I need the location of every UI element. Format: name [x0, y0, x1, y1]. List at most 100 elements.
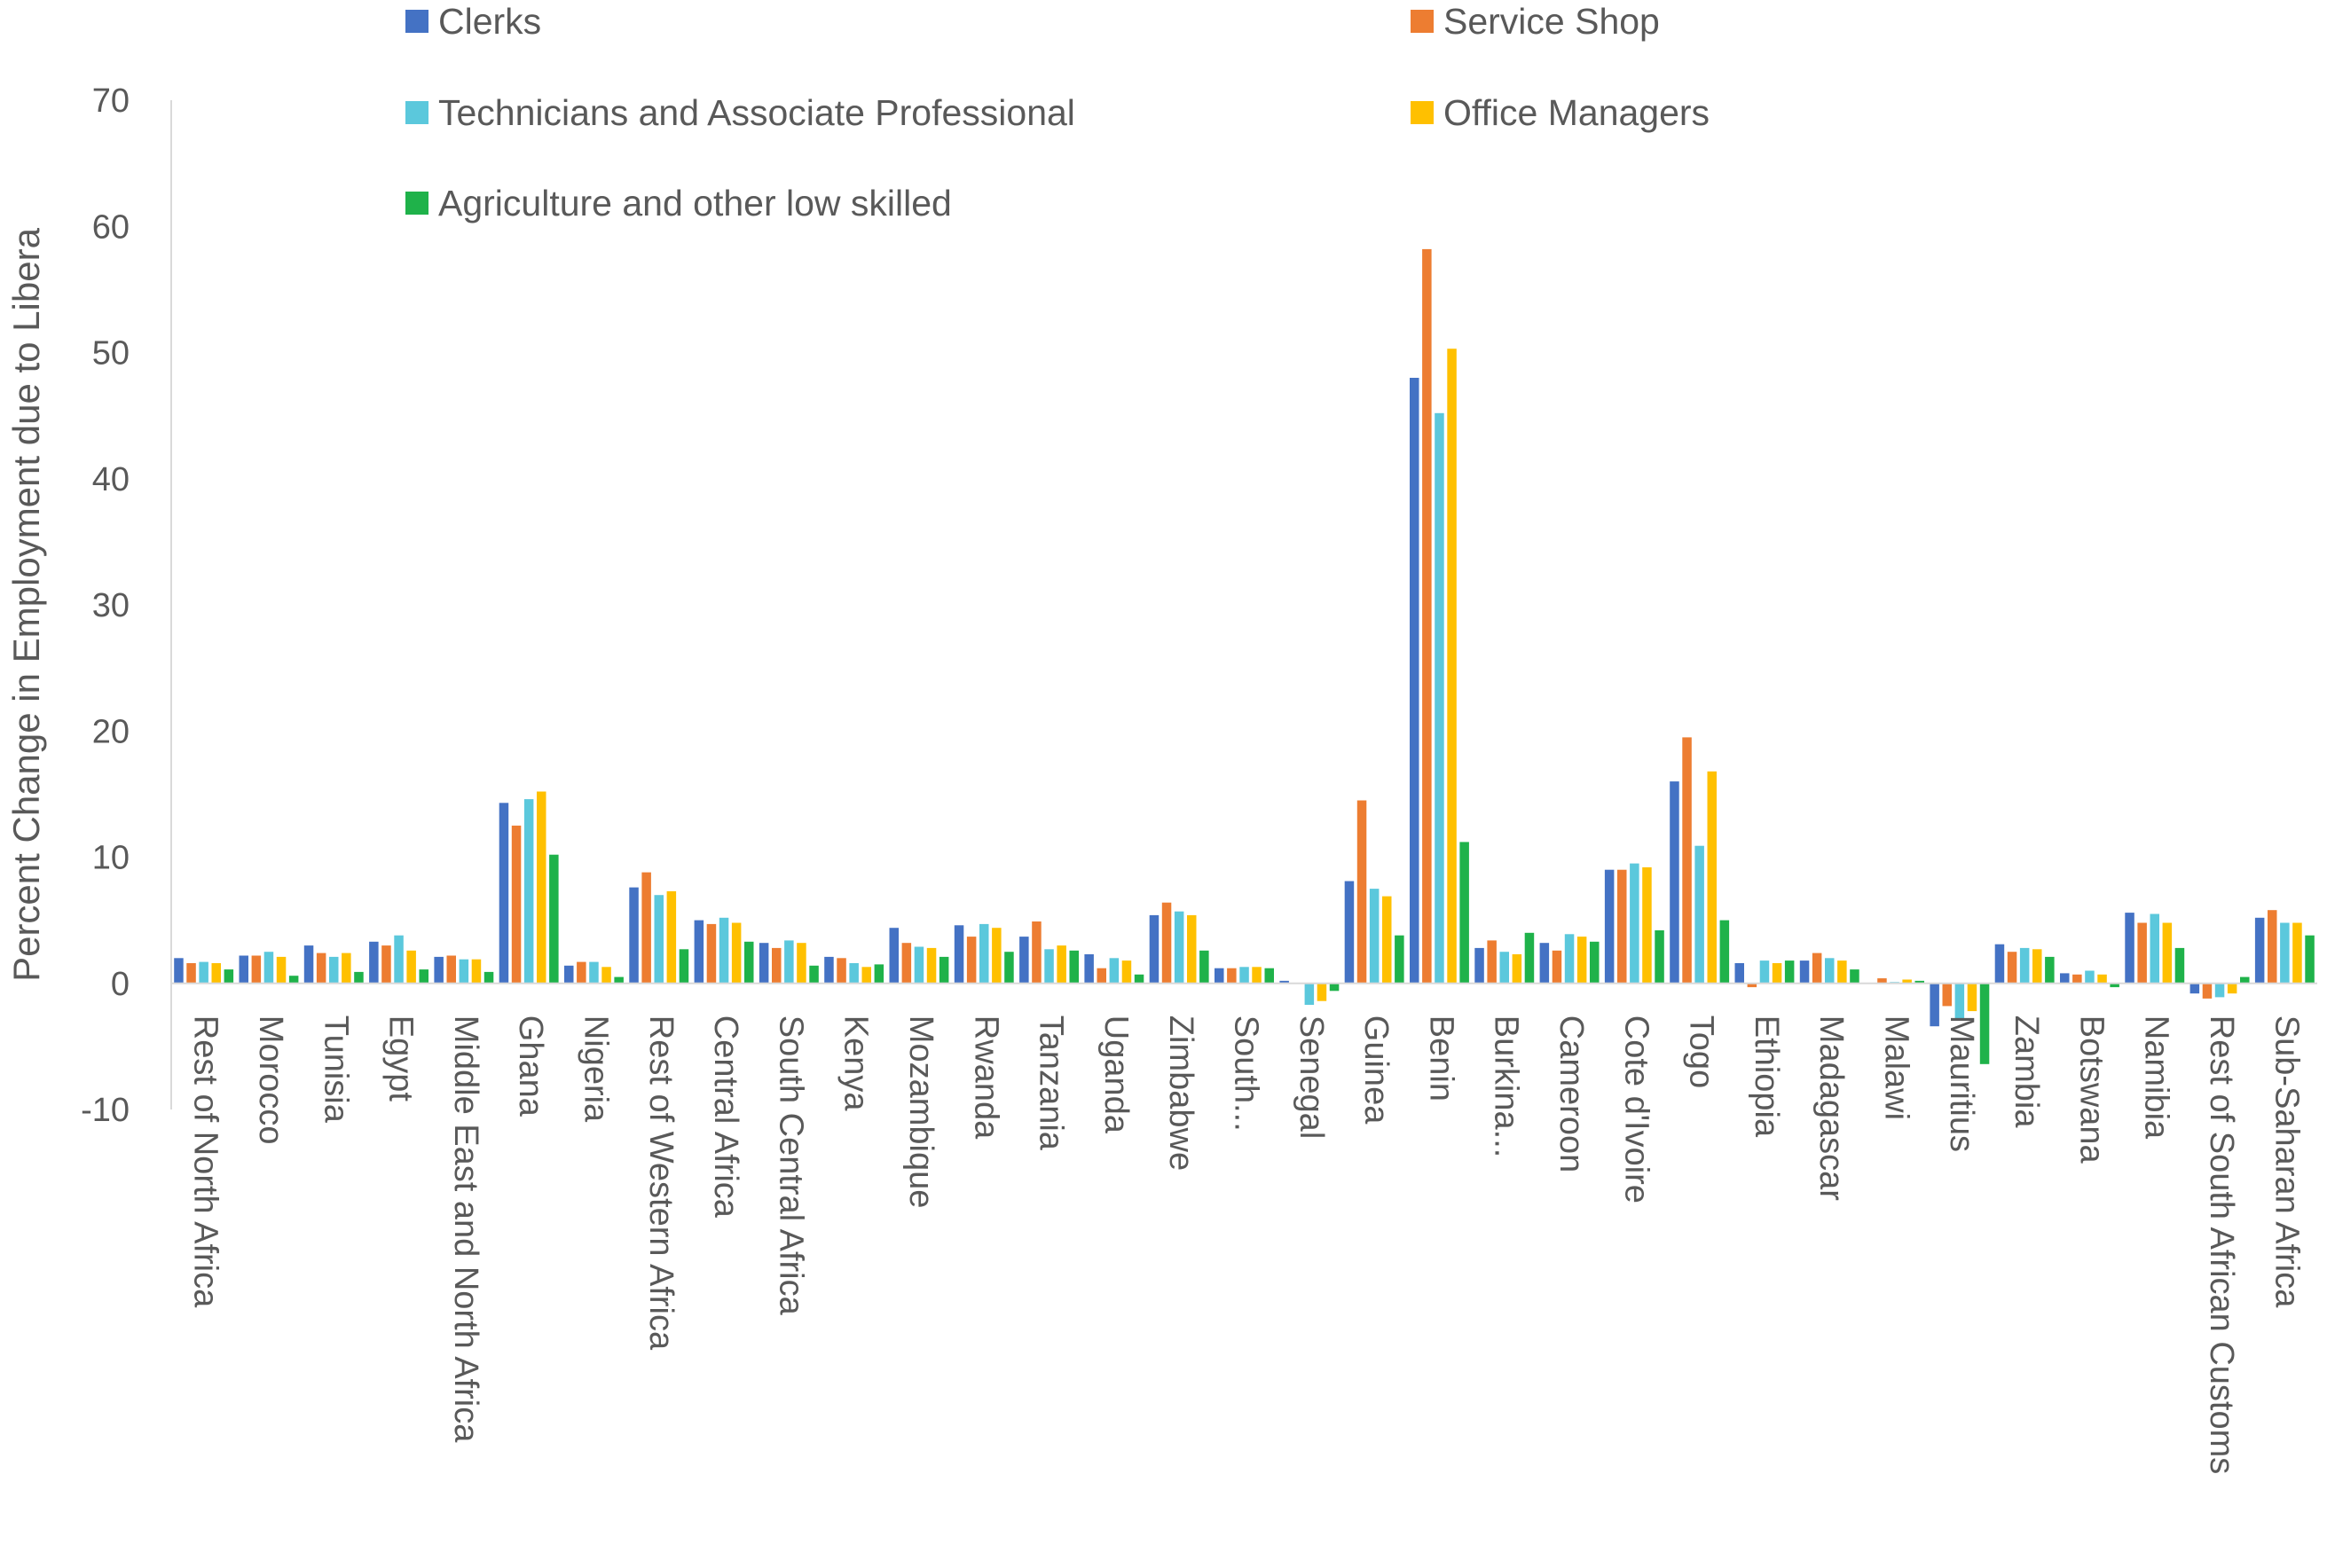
bar: [1435, 412, 1444, 984]
bar: [1914, 980, 1924, 984]
bar: [1719, 920, 1730, 984]
bar: [1410, 378, 1419, 984]
y-tick-label: 70: [92, 82, 130, 120]
bar: [744, 941, 754, 984]
bar: [694, 920, 704, 984]
bar: [2268, 910, 2277, 984]
bar: [1825, 958, 1835, 984]
x-tick-label: Ghana: [512, 1015, 549, 1117]
bar: [1019, 937, 1029, 984]
bar: [1512, 954, 1522, 984]
bar: [1239, 967, 1249, 984]
bar: [1930, 983, 1939, 1027]
x-tick-label: Malawi: [1877, 1015, 1914, 1120]
bar: [1329, 983, 1340, 992]
bar: [731, 922, 742, 984]
bar: [499, 803, 509, 984]
bar: [1877, 978, 1887, 984]
bar: [1694, 845, 1704, 984]
bar: [2045, 956, 2055, 984]
bar: [2072, 974, 2082, 984]
bars: [174, 248, 2315, 1064]
bar: [1032, 921, 1042, 984]
bar: [1994, 944, 2005, 984]
y-axis-ticks: -10 0 10 20 30 40 50 60 70: [81, 82, 130, 1129]
x-tick-label: Tunisia: [317, 1015, 354, 1124]
bar: [849, 963, 859, 984]
bar: [1734, 963, 1744, 984]
bar: [1382, 896, 1392, 984]
legend-swatch: [405, 192, 428, 215]
bar: [577, 961, 586, 984]
legend-swatch: [1411, 101, 1434, 124]
bar: [2305, 935, 2315, 984]
bar: [381, 945, 391, 984]
bar: [419, 969, 428, 984]
bar: [434, 956, 444, 984]
x-tick-label: Tanzania: [1033, 1015, 1070, 1151]
bar: [1630, 863, 1639, 984]
y-tick-label: 30: [92, 587, 130, 624]
bar: [2227, 983, 2237, 994]
bar: [1799, 960, 1810, 984]
bar: [186, 963, 196, 984]
x-tick-label: Zambia: [2008, 1015, 2045, 1129]
bar: [276, 956, 287, 984]
bar: [2019, 947, 2030, 984]
bar: [1279, 980, 1289, 984]
bar: [1121, 960, 1132, 984]
bar: [459, 959, 469, 984]
bar: [1149, 914, 1160, 984]
y-tick-label: -10: [81, 1092, 130, 1129]
bar: [797, 943, 806, 984]
bar: [824, 956, 834, 984]
legend-label: Service Shop: [1443, 1, 1660, 42]
x-tick-label: Senegal: [1293, 1015, 1330, 1139]
x-tick-label: Ethiopia: [1748, 1015, 1785, 1138]
bar: [2174, 947, 2185, 984]
bar: [199, 961, 208, 984]
bar: [1395, 935, 1404, 984]
bar: [1499, 952, 1509, 984]
legend-swatch: [1411, 10, 1434, 33]
bar: [2254, 917, 2265, 984]
bar: [966, 937, 977, 984]
bar: [251, 955, 262, 984]
bar: [1487, 940, 1497, 984]
bar: [1784, 960, 1795, 984]
y-tick-label: 10: [92, 840, 130, 877]
bar: [1109, 958, 1120, 984]
bar: [288, 976, 299, 984]
x-tick-label: Central Africa: [707, 1015, 744, 1219]
x-tick-label: Rest of Western Africa: [642, 1015, 680, 1351]
x-tick-label: Botswana: [2072, 1015, 2110, 1164]
bar: [2060, 973, 2070, 984]
bar: [1174, 911, 1184, 984]
bar: [1304, 983, 1315, 1005]
y-axis-title: Percent Change in Employment due to Libe…: [5, 227, 47, 981]
bar: [316, 953, 326, 984]
bar: [1356, 800, 1367, 984]
bar: [342, 953, 351, 984]
legend-label: Agriculture and other low skilled: [438, 183, 952, 223]
bar: [2137, 922, 2147, 984]
bar: [537, 791, 546, 984]
bar: [1057, 945, 1066, 984]
bar: [329, 956, 339, 984]
bar: [174, 958, 184, 984]
bar: [601, 967, 611, 984]
bar: [901, 943, 912, 984]
bar: [706, 923, 717, 984]
x-tick-label: Namibia: [2138, 1015, 2175, 1140]
x-tick-label: Mozambique: [902, 1015, 939, 1209]
bar: [1069, 950, 1079, 984]
bar: [263, 952, 274, 984]
y-tick-label: 50: [92, 335, 130, 372]
x-tick-label: Middle East and North Africa: [447, 1015, 484, 1443]
x-tick-label: Cote d'Ivoire: [1617, 1015, 1655, 1203]
bar: [2150, 913, 2159, 984]
bar: [837, 958, 846, 984]
bar: [354, 971, 364, 984]
bar: [641, 872, 651, 984]
bar: [564, 965, 574, 984]
